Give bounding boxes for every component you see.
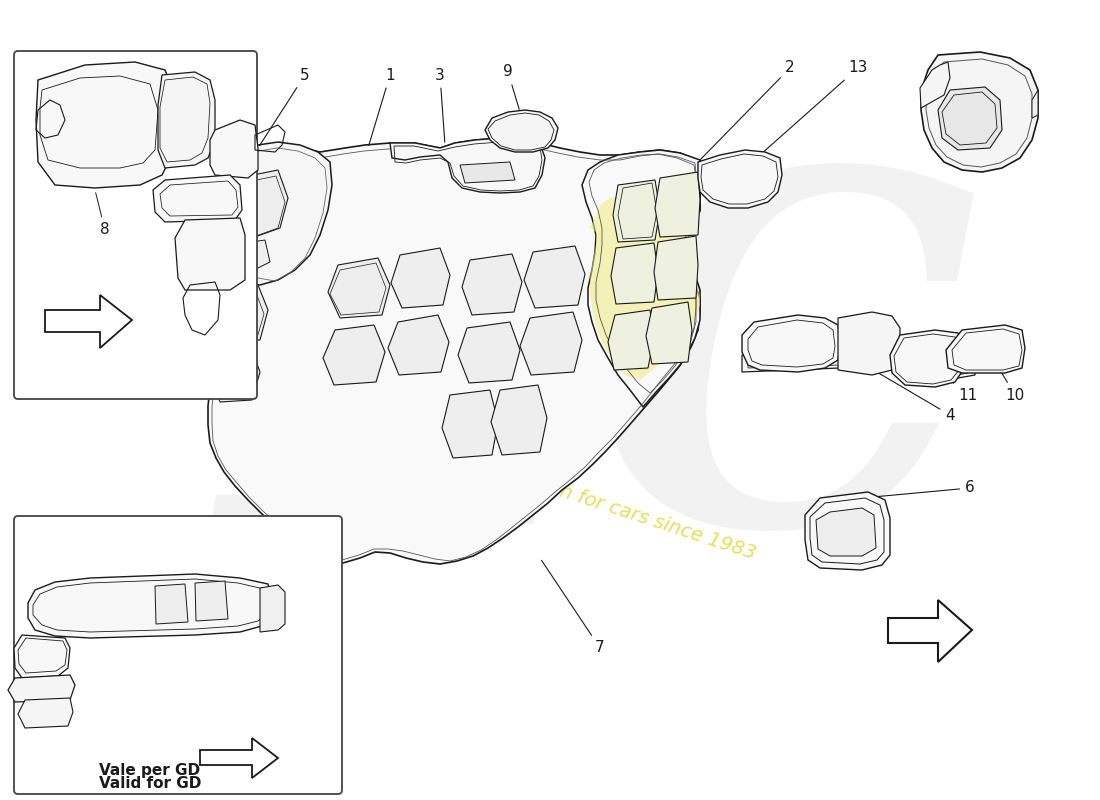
Polygon shape	[613, 180, 660, 242]
Polygon shape	[524, 246, 585, 308]
Polygon shape	[610, 243, 658, 304]
Polygon shape	[388, 315, 449, 375]
Polygon shape	[323, 325, 385, 385]
Polygon shape	[946, 325, 1025, 373]
Polygon shape	[155, 584, 188, 624]
FancyBboxPatch shape	[14, 51, 257, 399]
Polygon shape	[390, 138, 544, 193]
Polygon shape	[14, 635, 70, 678]
Text: 4: 4	[155, 541, 165, 571]
Polygon shape	[838, 312, 900, 375]
Polygon shape	[485, 110, 558, 152]
Text: EC: EC	[221, 155, 979, 625]
Polygon shape	[608, 310, 654, 370]
Text: 10: 10	[987, 347, 1024, 402]
Polygon shape	[216, 285, 268, 342]
Polygon shape	[28, 574, 272, 638]
Polygon shape	[175, 218, 245, 290]
Polygon shape	[210, 345, 260, 402]
Polygon shape	[208, 138, 700, 564]
Text: 6: 6	[865, 481, 975, 498]
Text: 11: 11	[927, 362, 978, 402]
Polygon shape	[460, 162, 515, 183]
Polygon shape	[698, 150, 782, 208]
Polygon shape	[920, 62, 950, 108]
Text: 4: 4	[872, 370, 955, 422]
Polygon shape	[921, 52, 1038, 172]
Text: 7: 7	[541, 560, 605, 655]
Polygon shape	[462, 254, 522, 315]
Text: 1: 1	[368, 67, 395, 146]
Polygon shape	[158, 72, 214, 168]
Polygon shape	[805, 492, 890, 570]
Text: 2: 2	[700, 61, 795, 160]
Text: Vale per GD: Vale per GD	[99, 762, 200, 778]
Polygon shape	[654, 236, 698, 300]
Polygon shape	[646, 302, 692, 364]
Polygon shape	[212, 142, 332, 285]
Polygon shape	[390, 248, 450, 308]
FancyBboxPatch shape	[14, 516, 342, 794]
Polygon shape	[520, 312, 582, 375]
Text: 3: 3	[436, 67, 444, 142]
Text: 9: 9	[503, 65, 519, 110]
Text: Valid for GD: Valid for GD	[99, 777, 201, 791]
Text: a passion for cars since 1983: a passion for cars since 1983	[482, 457, 759, 563]
Polygon shape	[742, 345, 975, 378]
Polygon shape	[742, 315, 840, 372]
Polygon shape	[18, 698, 73, 728]
Polygon shape	[491, 385, 547, 455]
Polygon shape	[8, 675, 75, 702]
Polygon shape	[210, 120, 258, 178]
Text: 5: 5	[260, 67, 310, 146]
Polygon shape	[816, 508, 876, 556]
Polygon shape	[458, 322, 520, 383]
Polygon shape	[654, 172, 700, 237]
Polygon shape	[1032, 90, 1038, 118]
Text: 13: 13	[762, 61, 868, 153]
Polygon shape	[938, 87, 1002, 150]
Polygon shape	[890, 330, 965, 387]
Polygon shape	[328, 258, 390, 318]
Polygon shape	[226, 170, 288, 238]
Polygon shape	[442, 390, 498, 458]
Text: 8: 8	[96, 193, 110, 238]
Polygon shape	[228, 240, 270, 272]
Polygon shape	[260, 585, 285, 632]
Polygon shape	[45, 295, 132, 348]
Polygon shape	[582, 150, 700, 407]
Polygon shape	[590, 188, 700, 380]
Polygon shape	[200, 738, 278, 778]
Polygon shape	[36, 62, 175, 188]
Polygon shape	[153, 175, 242, 222]
Text: 12: 12	[956, 58, 975, 87]
Polygon shape	[888, 600, 972, 662]
Text: 3: 3	[56, 541, 73, 579]
Polygon shape	[195, 581, 228, 621]
